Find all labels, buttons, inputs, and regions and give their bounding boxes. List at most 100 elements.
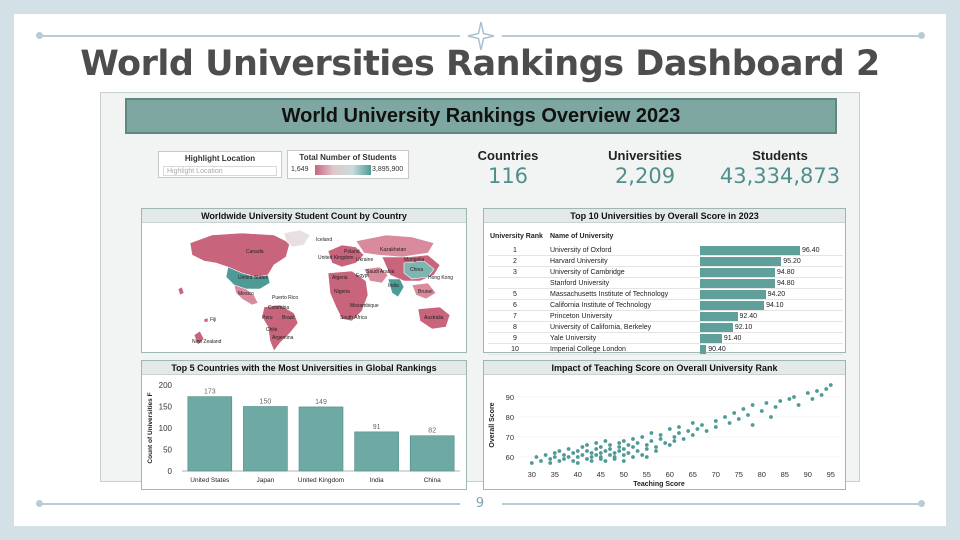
scatter-point[interactable] [677,431,681,435]
table-row[interactable]: 9 Yale University 91.40 [488,333,843,344]
scatter-point[interactable] [608,443,612,447]
scatter-point[interactable] [575,449,580,453]
scatter-point[interactable] [700,423,704,427]
map-north-america[interactable] [189,232,291,278]
table-row[interactable]: 10 Imperial College London 90.40 [488,344,843,355]
bar[interactable] [354,431,399,472]
scatter-point[interactable] [704,429,709,433]
scatter-point[interactable] [557,449,562,453]
table-row[interactable]: 6 California Institute of Technology 94.10 [488,300,843,311]
scatter-point[interactable] [667,427,672,431]
scatter-point[interactable] [750,403,755,407]
scatter-point[interactable] [695,427,700,431]
scatter-point[interactable] [690,433,695,437]
scatter-point[interactable] [585,443,589,447]
scatter-point[interactable] [608,447,612,451]
scatter-point[interactable] [612,457,617,461]
scatter-point[interactable] [672,435,677,439]
scatter-point[interactable] [617,445,622,449]
scatter-point[interactable] [672,439,677,443]
scatter-point[interactable] [534,455,539,459]
scatter-point[interactable] [644,443,649,447]
table-row[interactable]: 5 Massachusetts Institute of Technology 94… [488,289,843,300]
scatter-point[interactable] [621,459,626,463]
scatter-point[interactable] [764,401,769,405]
scatter-point[interactable] [585,449,589,453]
scatter-point[interactable] [626,443,631,447]
scatter-point[interactable] [778,399,783,403]
scatter-point[interactable] [640,453,645,457]
scatter-point[interactable] [654,445,658,449]
scatter-point[interactable] [663,441,668,445]
world-map[interactable]: Canada United States Mexico Puerto Rico … [142,223,466,352]
map-fiji[interactable] [203,317,209,323]
scatter-point[interactable] [575,455,580,459]
map-southeast-asia[interactable] [411,282,437,300]
scatter-point[interactable] [566,455,571,459]
scatter-point[interactable] [598,451,603,455]
scatter-point[interactable] [621,453,626,457]
scatter-point[interactable] [552,451,557,455]
map-europe[interactable] [327,244,365,268]
scatter-point[interactable] [828,383,833,387]
map-china[interactable] [403,260,435,280]
scatter-point[interactable] [759,409,764,413]
scatter-point[interactable] [571,459,576,463]
scatter-point[interactable] [815,389,819,393]
scatter-point[interactable] [631,455,635,459]
map-south-america[interactable] [261,304,299,352]
scatter-point[interactable] [769,415,773,419]
map-india[interactable] [387,278,405,298]
scatter-point[interactable] [626,451,631,455]
scatter-point[interactable] [585,457,589,461]
scatter-point[interactable] [773,405,778,409]
scatter-point[interactable] [608,453,612,457]
scatter-point[interactable] [635,449,640,453]
scatter-point[interactable] [746,413,750,417]
bar[interactable] [187,396,233,472]
scatter-point[interactable] [727,421,732,425]
scatter-point[interactable] [658,433,663,437]
table-row[interactable]: 8 University of California, Berkeley 92.10 [488,322,843,333]
bar[interactable] [298,406,344,472]
scatter-point[interactable] [543,453,548,457]
scatter-point[interactable] [594,453,599,457]
scatter-point[interactable] [787,397,792,401]
scatter-point[interactable] [677,425,681,429]
scatter-point[interactable] [644,455,649,459]
map-russia[interactable] [355,234,435,258]
scatter-point[interactable] [649,431,654,435]
scatter-point[interactable] [796,403,801,407]
scatter-point[interactable] [690,421,695,425]
map-australia[interactable] [417,306,451,330]
scatter-point[interactable] [658,437,663,441]
table-row[interactable]: 2 Harvard University 95.20 [488,256,843,267]
scatter-point[interactable] [562,453,566,457]
scatter-point[interactable] [598,455,603,459]
scatter-point[interactable] [654,449,658,453]
scatter-point[interactable] [580,445,585,449]
scatter-point[interactable] [621,439,626,443]
scatter-point[interactable] [589,459,594,463]
map-hawaii[interactable] [177,286,185,296]
scatter-point[interactable] [594,447,599,451]
table-row[interactable]: 7 Princeton University 92.40 [488,311,843,322]
map-middle-east[interactable] [363,266,389,284]
scatter-point[interactable] [732,411,737,415]
scatter-point[interactable] [631,437,635,441]
scatter-point[interactable] [617,441,622,445]
map-africa[interactable] [327,270,369,322]
scatter-point[interactable] [621,447,626,451]
scatter-point[interactable] [589,455,594,459]
scatter-point[interactable] [548,461,553,465]
scatter-point[interactable] [529,461,534,465]
scatter-point[interactable] [819,393,824,397]
highlight-location-input[interactable]: Highlight Location [163,166,277,176]
scatter-point[interactable] [649,439,654,443]
scatter-point[interactable] [681,437,686,441]
scatter-point[interactable] [723,415,727,419]
table-row[interactable]: Stanford University 94.80 [488,278,843,289]
scatter-point[interactable] [686,429,691,433]
scatter-point[interactable] [810,397,815,401]
scatter-point[interactable] [571,451,576,455]
